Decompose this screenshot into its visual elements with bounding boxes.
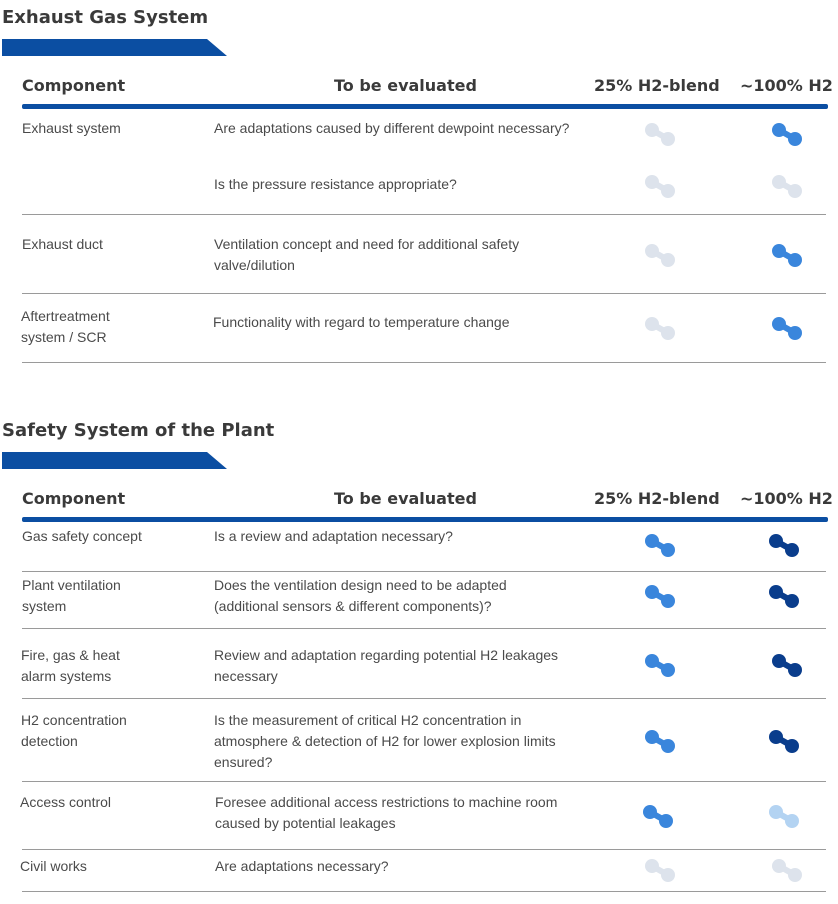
header-100-h2: ~100% H2	[740, 489, 833, 508]
table-header: Component To be evaluated 25% H2-blend ~…	[0, 485, 838, 517]
table-row: Exhaust duct Ventilation concept and nee…	[22, 215, 826, 294]
table-row: Access control Foresee additional access…	[20, 782, 826, 850]
header-100-h2: ~100% H2	[740, 76, 833, 95]
h2-molecule-icon	[771, 174, 805, 200]
component-cell: Gas safety concept	[22, 528, 142, 544]
h2-molecule-icon	[644, 243, 678, 269]
header-component: Component	[22, 489, 126, 508]
h2-molecule-icon	[644, 729, 678, 755]
header-to-be-evaluated: To be evaluated	[334, 76, 477, 95]
table-row: Is the pressure resistance appropriate?	[22, 170, 826, 215]
h2-molecule-icon	[644, 653, 678, 679]
evaluation-cell: Are adaptations necessary?	[215, 858, 389, 874]
h2-molecule-icon	[768, 533, 802, 559]
component-cell: H2 concentration detection	[21, 712, 127, 749]
table-row: Exhaust system Are adaptations caused by…	[22, 110, 826, 170]
section-title: Exhaust Gas System	[2, 7, 209, 28]
evaluation-cell: Review and adaptation regarding potentia…	[214, 647, 559, 684]
h2-molecule-icon	[771, 122, 805, 148]
table-row: Gas safety concept Is a review and adapt…	[22, 523, 826, 572]
header-25-h2-blend: 25% H2-blend	[594, 489, 720, 508]
evaluation-cell: Is the pressure resistance appropriate?	[214, 176, 457, 192]
component-cell: Exhaust duct	[22, 236, 103, 252]
h2-molecule-icon	[642, 804, 676, 830]
table-row: Civil works Are adaptations necessary?	[20, 850, 826, 892]
component-cell: Fire, gas & heat alarm systems	[21, 647, 120, 684]
h2-molecule-icon	[644, 533, 678, 559]
table-row: Aftertreatment system / SCR Functionalit…	[21, 294, 826, 363]
header-to-be-evaluated: To be evaluated	[334, 489, 477, 508]
header-25-h2-blend: 25% H2-blend	[594, 76, 720, 95]
h2-molecule-icon	[644, 316, 678, 342]
component-cell: Plant ventilation system	[22, 577, 121, 614]
header-rule	[22, 517, 828, 522]
h2-molecule-icon	[644, 174, 678, 200]
evaluation-cell: Are adaptations caused by different dewp…	[214, 120, 570, 136]
section-title-bar	[2, 452, 227, 469]
component-cell: Civil works	[20, 858, 87, 874]
h2-molecule-icon	[768, 804, 802, 830]
header-rule	[22, 104, 828, 109]
table-header: Component To be evaluated 25% H2-blend ~…	[0, 72, 838, 104]
h2-molecule-icon	[771, 653, 805, 679]
table-row: Plant ventilation system Does the ventil…	[22, 572, 826, 629]
evaluation-cell: Does the ventilation design need to be a…	[214, 577, 507, 614]
component-cell: Aftertreatment system / SCR	[21, 308, 110, 345]
evaluation-cell: Ventilation concept and need for additio…	[214, 236, 520, 273]
component-cell: Exhaust system	[22, 120, 121, 136]
section-title: Safety System of the Plant	[2, 420, 275, 441]
table-row: Fire, gas & heat alarm systems Review an…	[21, 629, 826, 699]
component-cell: Access control	[20, 794, 112, 810]
header-component: Component	[22, 76, 126, 95]
table-row: H2 concentration detection Is the measur…	[21, 699, 826, 782]
evaluation-cell: Is the measurement of critical H2 concen…	[214, 712, 556, 770]
h2-molecule-icon	[771, 858, 805, 884]
h2-molecule-icon	[771, 316, 805, 342]
h2-molecule-icon	[644, 858, 678, 884]
h2-molecule-icon	[644, 584, 678, 610]
h2-molecule-icon	[768, 584, 802, 610]
evaluation-cell: Functionality with regard to temperature…	[213, 314, 510, 330]
evaluation-cell: Foresee additional access restrictions t…	[215, 794, 558, 831]
section-title-bar	[2, 39, 227, 56]
h2-molecule-icon	[771, 243, 805, 269]
h2-molecule-icon	[768, 729, 802, 755]
h2-molecule-icon	[644, 122, 678, 148]
evaluation-cell: Is a review and adaptation necessary?	[214, 528, 453, 544]
